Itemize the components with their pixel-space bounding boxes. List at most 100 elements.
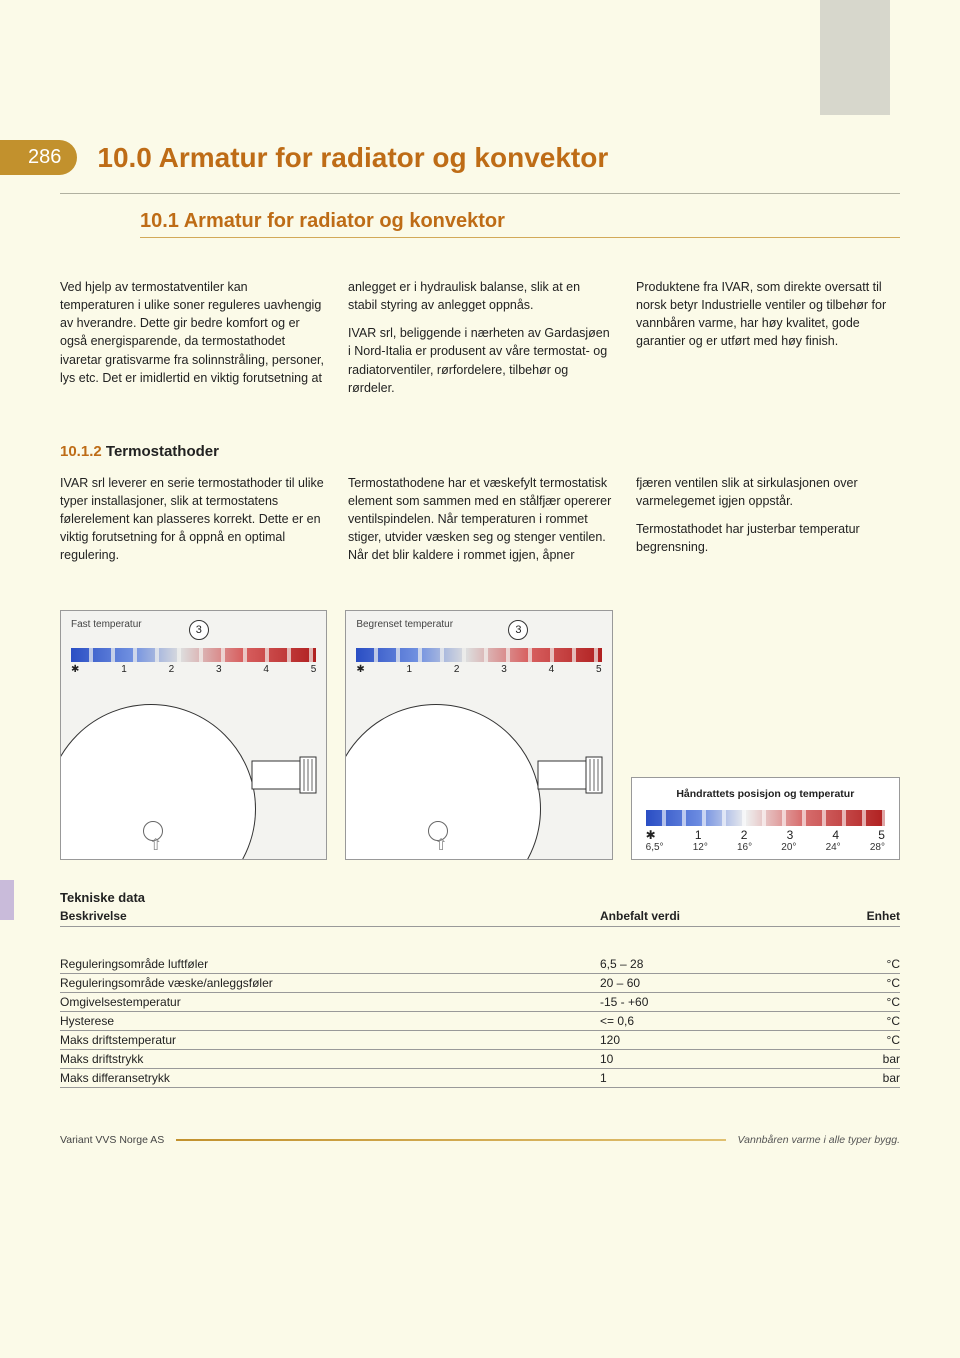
td-unit: °C — [780, 995, 900, 1009]
footer: Variant VVS Norge AS Vannbåren varme i a… — [60, 1134, 900, 1146]
header-row: 286 10.0 Armatur for radiator og konvekt… — [60, 140, 900, 175]
scale-tick: 3 — [787, 828, 794, 842]
tech-title: Tekniske data — [60, 890, 900, 905]
scale-tick: 1 — [407, 664, 413, 675]
heading-sub: 10.1 Armatur for radiator og konvektor — [140, 210, 900, 238]
td-unit: bar — [780, 1071, 900, 1085]
scale-gradient-left — [71, 648, 316, 662]
s2-col-2: Termostathodene har et væskefylt termost… — [348, 474, 612, 575]
s2-text-1: IVAR srl leverer en serie termostathoder… — [60, 474, 324, 565]
scale-tick: 4 — [549, 664, 555, 675]
td-unit: °C — [780, 1033, 900, 1047]
scale-tick: ✱ — [71, 664, 79, 675]
diagram-label-right: Begrenset temperatur — [356, 619, 601, 630]
table-row: Omgivelsestemperatur-15 - +60°C — [60, 993, 900, 1012]
page: 286 10.0 Armatur for radiator og konvekt… — [0, 0, 960, 1186]
table-row: Reguleringsområde luftføler6,5 – 28°C — [60, 955, 900, 974]
legend-title: Håndrattets posisjon og temperatur — [646, 788, 885, 800]
scale-tick: 1 — [695, 828, 702, 842]
td-desc: Maks differansetrykk — [60, 1071, 600, 1085]
knob-icon-right — [536, 747, 606, 803]
scale-tick: 2 — [741, 828, 748, 842]
section2-title: Termostathoder — [106, 443, 219, 460]
paragraph: IVAR srl, beliggende i nærheten av Garda… — [348, 324, 612, 397]
scale-gradient-right — [356, 648, 601, 662]
s2-col-1: IVAR srl leverer en serie termostathoder… — [60, 474, 324, 575]
knob-icon-left — [250, 747, 320, 803]
intro-col-2: anlegget er i hydraulisk balanse, slik a… — [348, 278, 612, 407]
legend-positions: ✱12345 — [646, 828, 885, 842]
temperature-legend: Håndrattets posisjon og temperatur ✱1234… — [631, 777, 900, 860]
table-row: Hysterese<= 0,6°C — [60, 1012, 900, 1031]
intro-col-3: Produktene fra IVAR, som direkte oversat… — [636, 278, 900, 407]
td-desc: Hysterese — [60, 1014, 600, 1028]
paragraph: anlegget er i hydraulisk balanse, slik a… — [348, 278, 612, 314]
table-row: Maks driftstemperatur120°C — [60, 1031, 900, 1050]
scale-marker-right: 3 — [508, 620, 528, 640]
intro-col-1: Ved hjelp av termostatventiler kan tempe… — [60, 278, 324, 407]
section2-num: 10.1.2 — [60, 443, 102, 460]
scale-tick: 5 — [311, 664, 317, 675]
td-val: 20 – 60 — [600, 976, 780, 990]
scale-tick: 4 — [263, 664, 269, 675]
td-val: <= 0,6 — [600, 1014, 780, 1028]
section2-columns: IVAR srl leverer en serie termostathoder… — [60, 474, 900, 575]
scale-tick: 2 — [454, 664, 460, 675]
scale-tick: 3 — [216, 664, 222, 675]
paragraph: fjæren ventilen slik at sirkulasjonen ov… — [636, 474, 900, 510]
rule-top — [60, 193, 900, 194]
footer-right: Vannbåren varme i alle typer bygg. — [738, 1134, 900, 1146]
td-val: 6,5 – 28 — [600, 957, 780, 971]
td-unit: °C — [780, 957, 900, 971]
scale-tick: 4 — [832, 828, 839, 842]
diagram-row: Fast temperatur 3 ✱12345 ⇧ Begrenset tem… — [60, 610, 900, 860]
table-row: Reguleringsområde væske/anleggsføler20 –… — [60, 974, 900, 993]
td-desc: Omgivelsestemperatur — [60, 995, 600, 1009]
arrow-up-icon: ⇧ — [149, 835, 162, 855]
th-desc: Beskrivelse — [60, 909, 600, 923]
diagram-fixed-temp: Fast temperatur 3 ✱12345 ⇧ — [60, 610, 327, 860]
scale-bar-left: 3 ✱ 1 2 3 4 5 — [71, 648, 316, 676]
scale-tick: 24° — [826, 842, 841, 853]
section2-heading: 10.1.2 Termostathoder — [60, 443, 900, 460]
td-val: 1 — [600, 1071, 780, 1085]
td-desc: Maks driftstrykk — [60, 1052, 600, 1066]
th-val: Anbefalt verdi — [600, 909, 780, 923]
td-val: 120 — [600, 1033, 780, 1047]
scale-tick: 20° — [781, 842, 796, 853]
scale-tick: ✱ — [356, 664, 364, 675]
scale-ticks-left: ✱ 1 2 3 4 5 — [71, 664, 316, 675]
td-desc: Maks driftstemperatur — [60, 1033, 600, 1047]
legend-degrees: 6,5°12°16°20°24°28° — [646, 842, 885, 853]
arrow-up-icon: ⇧ — [434, 835, 447, 855]
td-desc: Reguleringsområde luftføler — [60, 957, 600, 971]
scale-tick: 5 — [596, 664, 602, 675]
td-unit: °C — [780, 976, 900, 990]
scale-tick: 12° — [693, 842, 708, 853]
scale-tick: 16° — [737, 842, 752, 853]
table-head: Beskrivelse Anbefalt verdi Enhet — [60, 909, 900, 927]
th-unit: Enhet — [780, 909, 900, 923]
scale-tick: 1 — [121, 664, 127, 675]
table-row: Maks driftstrykk10bar — [60, 1050, 900, 1069]
legend-scale — [646, 810, 885, 826]
footer-left: Variant VVS Norge AS — [60, 1134, 164, 1146]
footer-line — [176, 1139, 725, 1141]
scale-tick: 28° — [870, 842, 885, 853]
s2-col-3: fjæren ventilen slik at sirkulasjonen ov… — [636, 474, 900, 575]
intro-text-1: Ved hjelp av termostatventiler kan tempe… — [60, 278, 324, 387]
paragraph: Termostathodet har justerbar temperatur … — [636, 520, 900, 556]
scale-tick: 5 — [878, 828, 885, 842]
intro-columns: Ved hjelp av termostatventiler kan tempe… — [60, 278, 900, 407]
diagram-limited-temp: Begrenset temperatur 3 ✱ 1 2 3 4 5 ⇧ — [345, 610, 612, 860]
scale-marker-left: 3 — [189, 620, 209, 640]
td-val: 10 — [600, 1052, 780, 1066]
scale-tick: 3 — [501, 664, 507, 675]
table-row: Maks differansetrykk1bar — [60, 1069, 900, 1088]
scale-ticks-right: ✱ 1 2 3 4 5 — [356, 664, 601, 675]
scale-tick: 2 — [169, 664, 175, 675]
s2-text-2: Termostathodene har et væskefylt termost… — [348, 474, 612, 565]
td-unit: °C — [780, 1014, 900, 1028]
heading-main: 10.0 Armatur for radiator og konvektor — [97, 142, 608, 174]
td-unit: bar — [780, 1052, 900, 1066]
